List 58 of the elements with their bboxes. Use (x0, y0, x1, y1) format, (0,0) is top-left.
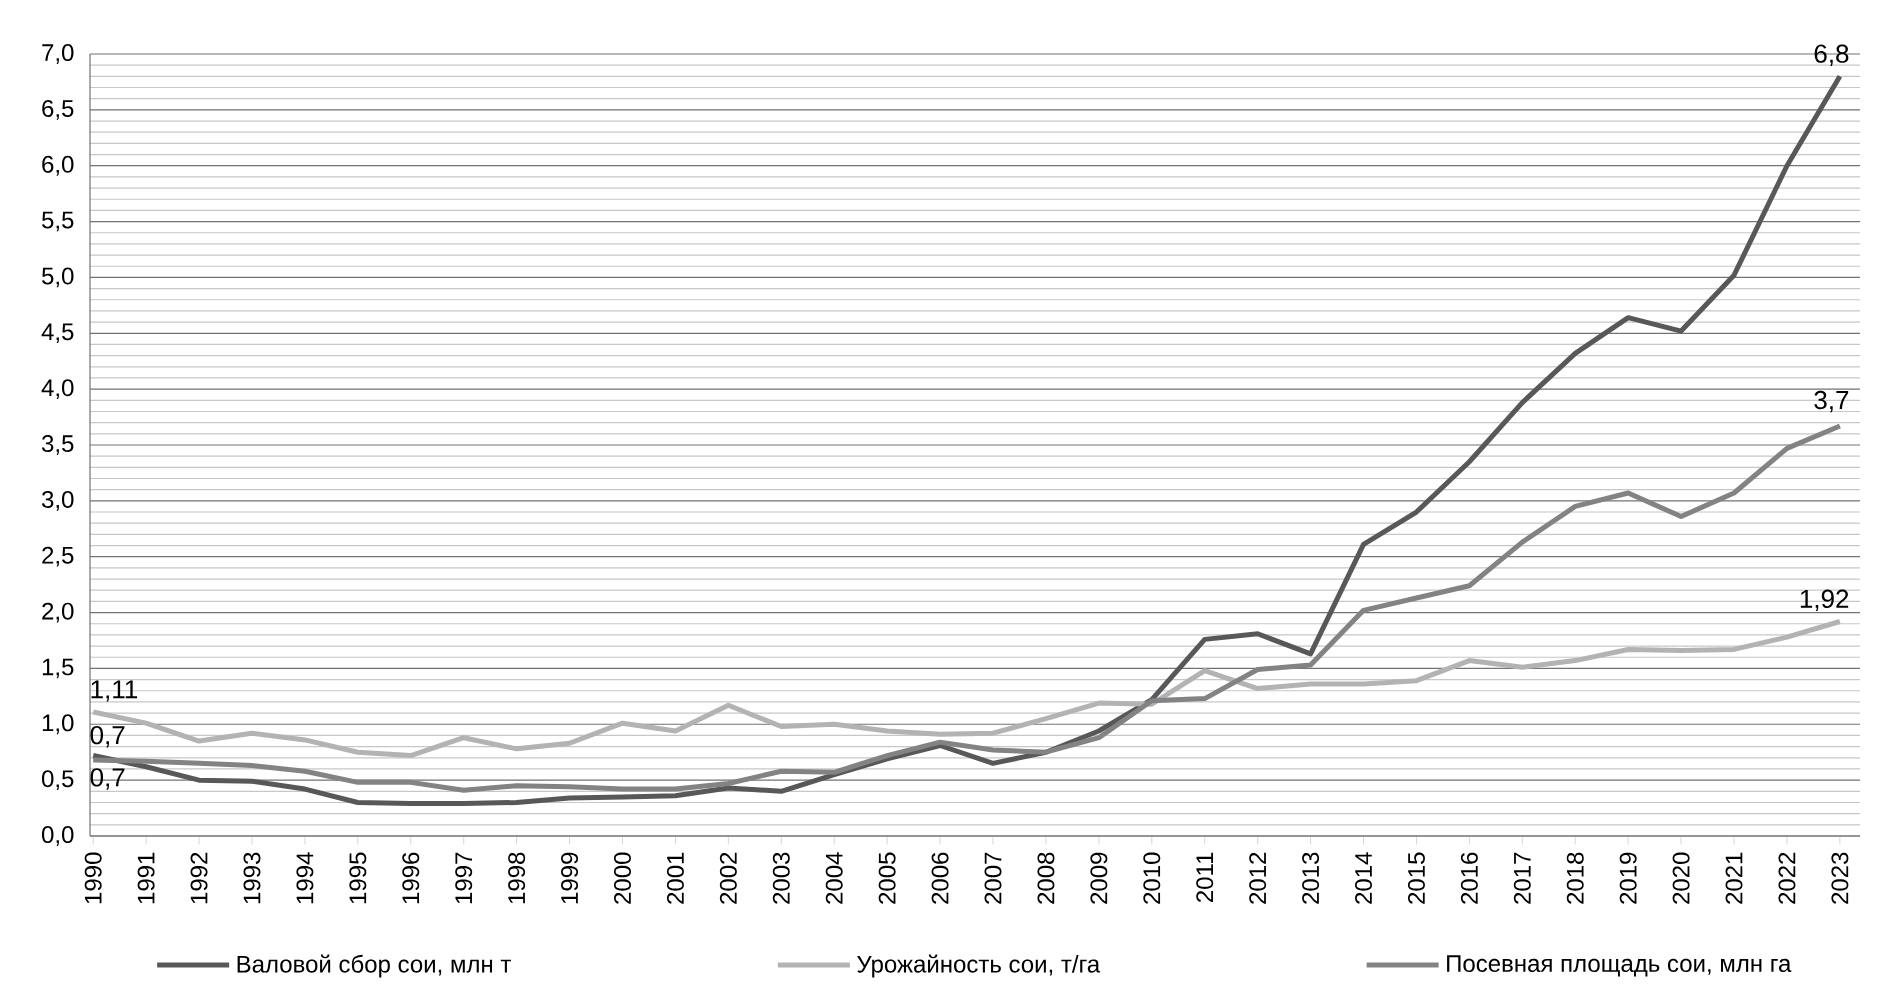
x-tick-label: 1995 (349, 852, 367, 904)
x-tick-label: 2004 (825, 852, 843, 904)
x-tick-label: 2011 (1196, 852, 1214, 903)
y-tick-label: 6,0 (42, 155, 74, 176)
x-tick-label: 1991 (137, 852, 155, 904)
x-tick-label: 1994 (296, 852, 314, 904)
x-tick-label: 2023 (1831, 852, 1849, 904)
y-tick-label: 7,0 (42, 44, 74, 64)
x-tick-label: 1999 (561, 852, 579, 904)
x-tick-label: 2001 (666, 852, 684, 904)
x-tick-label: 2000 (614, 852, 631, 904)
y-tick-label: 1,0 (42, 714, 74, 735)
annotation: 1,92 (1800, 589, 1849, 612)
x-tick-label: 2015 (1407, 852, 1425, 904)
x-tick-label: 1990 (84, 852, 102, 904)
legend-label: Валовой сбор сои, млн т (237, 954, 511, 978)
x-tick-label: 2018 (1566, 852, 1584, 904)
legend-label: Урожайность сои, т/га (857, 954, 1101, 978)
y-tick-label: 5,0 (42, 267, 74, 288)
annotation: 3,7 (1814, 390, 1849, 413)
y-tick-label: 0,0 (41, 826, 74, 846)
x-tick-label: 2013 (1302, 852, 1320, 904)
annotation: 0,7 (90, 768, 125, 790)
y-tick-label: 2,0 (42, 602, 74, 623)
x-tick-label: 2006 (931, 852, 949, 904)
x-tick-label: 2014 (1355, 852, 1372, 904)
annotation: 6,8 (1814, 44, 1849, 66)
annotation: 1,11 (91, 680, 138, 702)
x-tick-label: 2002 (719, 852, 737, 904)
y-tick-label: 4,0 (41, 379, 74, 400)
y-tick-label: 0,5 (41, 770, 74, 791)
y-tick-label: 5,5 (42, 211, 74, 232)
x-tick-label: 2020 (1672, 852, 1690, 904)
y-tick-label: 1,5 (42, 658, 74, 679)
x-tick-label: 2007 (984, 852, 1002, 904)
x-tick-label: 1993 (243, 852, 261, 904)
x-tick-label: 1996 (402, 852, 420, 904)
x-tick-label: 2022 (1778, 852, 1796, 904)
x-tick-label: 2017 (1513, 852, 1531, 904)
y-tick-label: 6,5 (42, 99, 74, 120)
x-tick-label: 1997 (455, 852, 473, 904)
legend-label: Посевная площадь сои, млн га (1447, 955, 1792, 977)
x-tick-label: 2003 (772, 852, 790, 904)
x-tick-label: 2019 (1619, 852, 1637, 904)
x-tick-label: 2010 (1143, 852, 1161, 904)
y-tick-label: 3,5 (41, 435, 74, 455)
x-tick-label: 2008 (1037, 852, 1055, 904)
x-tick-label: 2009 (1090, 852, 1108, 904)
y-tick-label: 4,5 (41, 323, 74, 344)
y-tick-label: 3,0 (41, 490, 74, 511)
x-tick-label: 2016 (1460, 852, 1478, 904)
y-tick-label: 2,5 (42, 546, 74, 567)
annotation: 0,7 (90, 725, 125, 748)
x-tick-label: 1992 (190, 852, 208, 904)
x-tick-label: 1998 (508, 852, 526, 904)
x-tick-label: 2012 (1249, 852, 1267, 904)
x-tick-label: 2021 (1725, 852, 1743, 904)
x-tick-label: 2005 (878, 852, 896, 904)
